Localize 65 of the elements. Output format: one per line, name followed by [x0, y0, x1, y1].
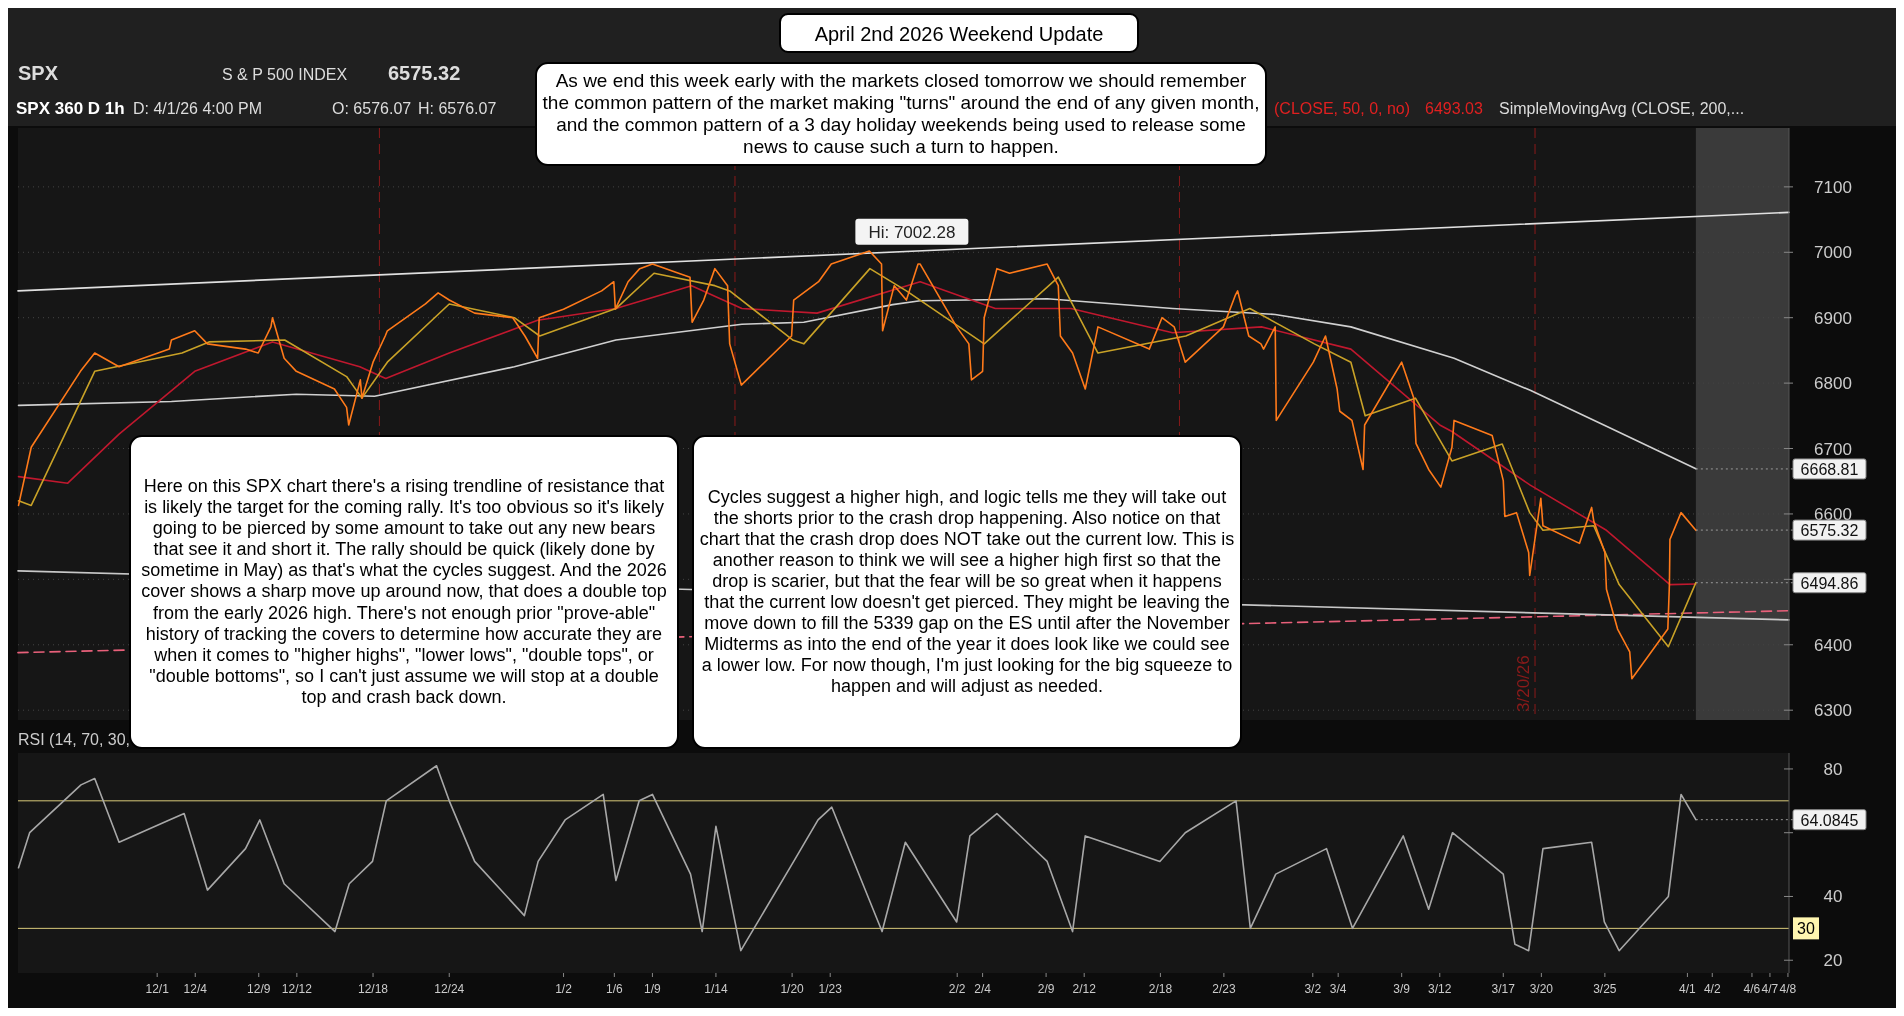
x-tick-label: 12/9 [247, 982, 271, 996]
x-tick-label: 2/4 [974, 982, 992, 996]
annotation: Hi: 7002.28 [868, 222, 956, 242]
y-tick-label: 7100 [1814, 177, 1852, 197]
x-tick-label: 3/25 [1593, 982, 1617, 996]
text: S & P 500 INDEX [222, 66, 348, 83]
y-tick-label: 6800 [1814, 374, 1852, 394]
x-tick-label: 2/2 [948, 982, 966, 996]
x-tick-label: 4/6 [1743, 982, 1761, 996]
x-tick-label: 1/6 [605, 982, 623, 996]
y-tick-label: 6700 [1814, 439, 1852, 459]
x-tick-label: 3/9 [1393, 982, 1411, 996]
text: 6493.03 [1425, 100, 1483, 117]
x-tick-label: 2/9 [1037, 982, 1055, 996]
x-tick-label: 3/17 [1491, 982, 1516, 996]
chart-title: April 2nd 2026 Weekend Update [814, 23, 1104, 45]
y-tick-label: 6900 [1814, 308, 1852, 328]
x-tick-label: 3/12 [1428, 982, 1452, 996]
x-tick-label: 1/23 [818, 982, 843, 996]
x-tick-label: 4/1 [1679, 982, 1697, 996]
x-tick-label: 3/2 [1304, 982, 1322, 996]
x-tick-label: 1/9 [644, 982, 662, 996]
annotation: 6668.81 [1800, 460, 1859, 478]
x-tick-label: 1/2 [555, 982, 573, 996]
y-tick-label: 7000 [1814, 243, 1852, 263]
x-tick-label: 12/24 [434, 982, 465, 996]
text: H: 6576.07 [418, 100, 497, 117]
line-series [17, 764, 1697, 952]
text: 6575.32 [388, 62, 461, 84]
y-tick-label: 20 [1823, 951, 1843, 971]
y-tick-label: 6400 [1814, 635, 1852, 655]
text: D: 4/1/26 4:00 PM [133, 100, 262, 117]
text-box: Here on this SPX chart there's a rising trendline of resistance that is likely the target for the coming rally. It's too obvious so it's likely going to be pierced by some amount to take out any new bears that see it and short it. The rally should be quick (likely done by sometime in May) as that's what the cycles suggest. And the 2026 cover shows a sharp move up around now, that does a double top from the early 2026 high. There's not enough prior "prove-able" history of tracking the covers to determine how accurate they are when it comes to "higher highs", "lower lows", "double tops", or "double bottoms", so I can't just assume we will stop at a double top and crash back down. [129, 435, 679, 749]
x-tick-label: 4/2 [1703, 982, 1721, 996]
x-tick-label: 3/4 [1329, 982, 1347, 996]
x-tick-label: 12/4 [183, 982, 208, 996]
ref-line-label: 30 [1797, 920, 1815, 938]
x-tick-label: 12/12 [281, 982, 313, 996]
annotation: 6575.32 [1800, 522, 1859, 540]
x-tick-label: 12/1 [145, 982, 170, 996]
y-tick-label: 6600 [1814, 504, 1852, 524]
y-tick-label: 40 [1823, 887, 1843, 907]
x-tick-label: 4/7 [1761, 982, 1779, 996]
x-tick-label: 2/23 [1212, 982, 1236, 996]
x-tick-label: 2/18 [1148, 982, 1173, 996]
ref-line-label: 3/20/26 [1514, 655, 1534, 712]
text-box: As we end this week early with the markets closed tomorrow we should remember the common pattern of the market making "turns" around the end of any given month, and the common pattern of a 3 day holiday weekends being used to release some news to cause such a turn to happen. [535, 62, 1267, 166]
x-tick-label: 2/12 [1072, 982, 1097, 996]
y-tick-label: 6300 [1814, 701, 1852, 721]
annotation: 64.0845 [1800, 811, 1859, 829]
x-tick-label: 12/18 [358, 982, 389, 996]
annotation: 6494.86 [1800, 574, 1859, 592]
text-box: Cycles suggest a higher high, and logic tells me they will take out the shorts prior to the crash drop happening. Also notice on that chart that the crash drop does NOT take out the current low. This is another reason to think we will see a higher high first so that the drop is scarier, but that the fear will be so great when it happens that the current low doesn't get pierced. They might be leaving the move down to fill the 5339 gap on the ES until after the November Midterms as into the end of the year it does look like we could see a lower low. For now though, I'm just looking for the big squeeze to happen and will adjust as needed. [692, 435, 1242, 749]
x-tick-label: 4/8 [1779, 982, 1797, 996]
x-tick-label: 3/20 [1529, 982, 1554, 996]
text: SPX [18, 62, 59, 84]
text: (CLOSE, 50, 0, no) [1274, 100, 1411, 117]
chart-subtitle: SPX 360 D 1h [16, 99, 125, 118]
chart-title: RSI (14, 70, 30, [18, 731, 131, 748]
text: O: 6576.07 [332, 100, 412, 117]
line-series [17, 297, 1697, 470]
x-tick-label: 1/14 [704, 982, 728, 996]
text: SimpleMovingAvg (CLOSE, 200,... [1499, 100, 1745, 117]
y-tick-label: 80 [1823, 759, 1843, 779]
x-tick-label: 1/20 [780, 982, 805, 996]
